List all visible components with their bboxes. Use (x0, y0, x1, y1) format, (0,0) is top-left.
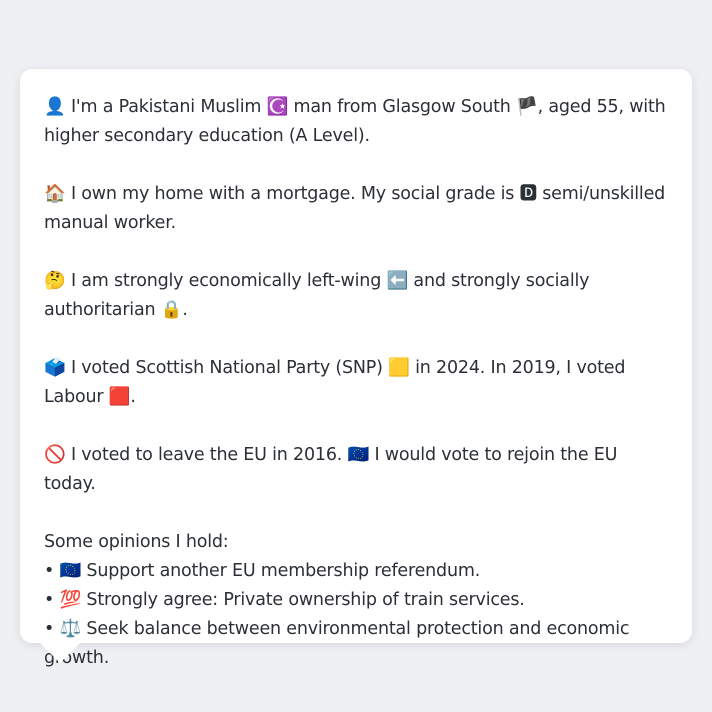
opinion-item: • 🇪🇺 Support another EU membership refer… (44, 561, 481, 581)
eu-text: 🚫 I voted to leave the EU in 2016. 🇪🇺 I … (44, 445, 618, 494)
opinions-heading: Some opinions I hold: (44, 532, 229, 552)
votes-text: 🗳️ I voted Scottish National Party (SNP)… (44, 358, 626, 407)
speech-bubble-tail (40, 643, 80, 663)
persona-card: 👤 I'm a Pakistani Muslim ☪️ man from Gla… (20, 69, 692, 668)
ideology-text: 🤔 I am strongly economically left-wing ⬅… (44, 271, 590, 320)
home-text: 🏠 I own my home with a mortgage. My soci… (44, 184, 666, 233)
intro-text: 👤 I'm a Pakistani Muslim ☪️ man from Gla… (44, 97, 666, 146)
opinion-item: • ⚖️ Seek balance between environmental … (44, 619, 630, 668)
opinions-section: Some opinions I hold: • 🇪🇺 Support anoth… (44, 528, 668, 673)
opinion-item: • 💯 Strongly agree: Private ownership of… (44, 590, 525, 610)
